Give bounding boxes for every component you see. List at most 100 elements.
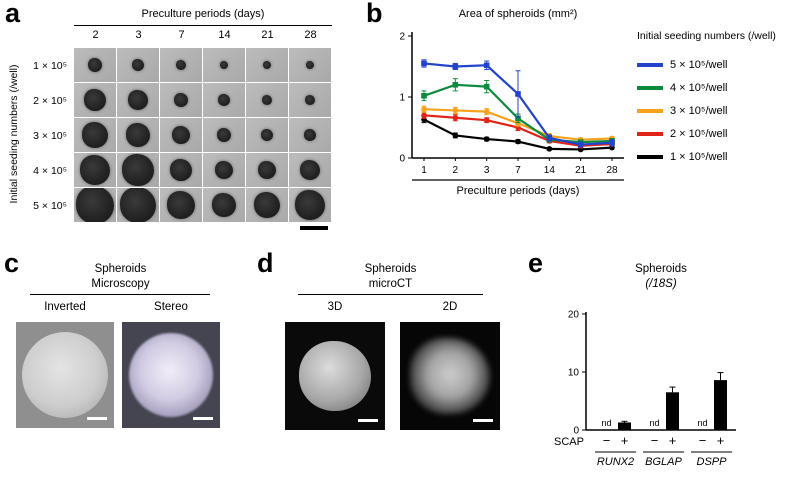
y-tick-label: 20 [568,310,580,321]
panel-a-title: Preculture periods (days) [141,8,265,20]
scale-bar [473,419,493,422]
spheroid-blob [254,192,280,218]
spheroid-blob [172,126,190,144]
row-label: 3 × 10⁵ [33,129,67,142]
panel-c-title-line2: Microscopy [91,277,150,290]
panel-a-column-headers: 2 3 7 14 21 28 [74,29,332,41]
spheroid-blob [215,161,233,179]
marker [546,146,553,152]
scale-bar [300,226,328,230]
y-tick-label: 10 [568,368,580,379]
micrograph-cell [246,118,288,152]
panel-e-title: Spheroids (/18S) [591,262,731,292]
panel-c-title: Spheroids Microscopy [28,262,213,292]
micrograph-cell [289,83,331,117]
legend-swatch [637,85,663,90]
marker [483,117,490,123]
legend-entry: 4 × 10⁵/well [637,76,787,99]
panel-e-label: e [528,248,544,278]
marker [421,92,427,99]
marker [483,108,490,115]
gene-label: RUNX2 [597,456,634,468]
marker [546,135,553,141]
chart-legend: Initial seeding numbers (/well) 5 × 10⁵/… [637,30,787,168]
spheroid-blob [220,61,228,69]
nd-label: nd [601,418,611,428]
column-header: 7 [178,29,185,41]
spheroid-blob [176,60,186,70]
marker [421,112,427,119]
legend-label: 3 × 10⁵/well [670,104,728,117]
spheroid-blob [174,93,188,107]
column-header: 14 [218,29,231,41]
legend-entry: 3 × 10⁵/well [637,99,787,122]
panel-d-label: d [257,248,274,278]
micrograph-cell [203,153,245,187]
y-tick-label: 0 [573,426,579,437]
condition-sign: − [603,433,611,448]
legend-label: 4 × 10⁵/well [670,81,728,94]
x-tick-label: 2 [453,165,459,176]
panel-a-row-labels: 1 × 10⁵ 2 × 10⁵ 3 × 10⁵ 4 × 10⁵ 5 × 10⁵ [24,48,70,223]
row-label: 5 × 10⁵ [33,199,67,212]
marker [609,139,615,146]
micrograph-cell [203,48,245,82]
gene-label: BGLAP [645,456,682,468]
micrograph-cell [74,153,116,187]
legend-swatch [637,131,663,136]
spheroid-3d [299,341,371,411]
condition-sign: − [651,433,659,448]
micrograph-cell [117,83,159,117]
marker [452,114,459,121]
spheroid-blob [305,95,315,105]
condition-sign: + [621,433,629,448]
spheroid-blob [261,129,273,141]
legend-label: 5 × 10⁵/well [670,58,728,71]
column-header: 21 [261,29,274,41]
spheroid-blob [212,193,236,217]
line-series [421,116,615,153]
x-tick-label: 28 [606,165,618,176]
legend-title: Initial seeding numbers (/well) [637,30,776,42]
micrograph-cell [246,48,288,82]
legend-rows: 5 × 10⁵/well 4 × 10⁵/well 3 × 10⁵/well 2 × … [637,53,787,168]
spheroid-blob [120,188,156,222]
micrograph-cell [289,118,331,152]
micrograph-cell [117,48,159,82]
spheroid-blob [300,160,320,180]
marker [421,60,427,67]
row-label: 1 × 10⁵ [33,59,67,72]
spheroid-blob [128,90,148,110]
spheroid-blob [217,128,231,142]
legend-entry: 5 × 10⁵/well [637,53,787,76]
marker [452,82,459,88]
microct-2d-image [400,322,500,430]
micrograph-cell [117,188,159,222]
micrograph-cell [160,118,202,152]
y-tick-label: 2 [399,32,405,43]
micrograph-cell [246,153,288,187]
spheroid-blob [258,161,276,179]
column-header: 2 [92,29,99,41]
micrograph-cell [160,188,202,222]
marker [452,107,459,114]
spheroid-inverted [22,332,108,418]
spheroid-blob [82,122,108,148]
micrograph-cell [117,118,159,152]
bar [618,422,631,430]
x-tick-label: 7 [515,165,521,176]
spheroid-blob [218,94,230,106]
y-tick-label: 1 [399,93,405,104]
marker [577,141,584,148]
micrograph-cell [289,48,331,82]
panel-b-label: b [366,0,383,28]
marker [515,120,521,127]
legend-swatch [637,108,663,113]
micrograph-cell [160,48,202,82]
micrograph-cell [117,153,159,187]
spheroid-blob [263,61,271,69]
spheroid-blob [80,155,110,185]
panel-c-label: c [4,248,20,278]
panel-c-sublabel-stereo: Stereo [154,301,188,313]
